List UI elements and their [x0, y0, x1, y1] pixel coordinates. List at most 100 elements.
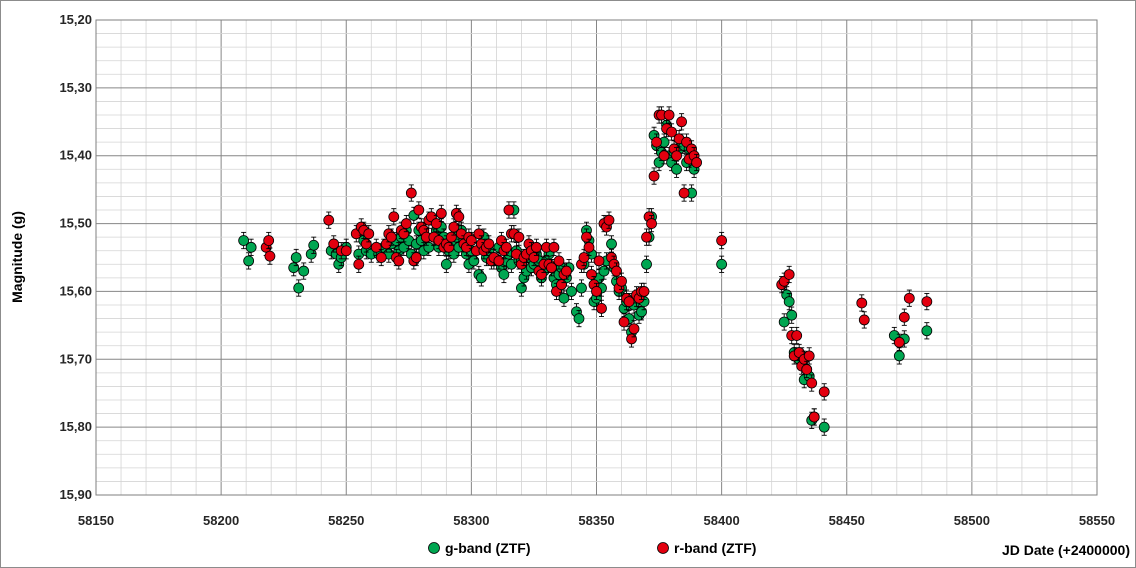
- y-tick-label: 15,30: [59, 80, 92, 95]
- data-point: [578, 252, 590, 263]
- data-point: [641, 231, 652, 243]
- data-point: [786, 309, 798, 321]
- data-point: [576, 282, 587, 294]
- legend-item-r-band: r-band (ZTF): [657, 540, 756, 556]
- legend-item-g-band: g-band (ZTF): [428, 540, 531, 556]
- data-point: [430, 218, 442, 229]
- data-point: [448, 221, 460, 233]
- data-point: [921, 325, 933, 337]
- data-point: [323, 214, 335, 226]
- data-point: [783, 296, 795, 308]
- data-point: [298, 265, 310, 277]
- data-point: [465, 235, 477, 246]
- data-point: [806, 377, 818, 389]
- x-tick-label: 58250: [328, 513, 364, 528]
- legend-label-g-band: g-band (ZTF): [445, 540, 531, 556]
- data-point: [238, 235, 250, 246]
- data-point: [716, 235, 728, 246]
- data-point: [581, 231, 592, 243]
- data-point: [803, 350, 815, 362]
- x-tick-label: 58400: [704, 513, 740, 528]
- y-tick-label: 15,80: [59, 419, 92, 434]
- data-point: [626, 333, 637, 345]
- legend-label-r-band: r-band (ZTF): [674, 540, 756, 556]
- data-point: [598, 265, 610, 277]
- data-point: [305, 248, 317, 260]
- data-point: [663, 109, 675, 121]
- y-tick-label: 15,20: [59, 12, 92, 27]
- data-point: [791, 330, 803, 341]
- data-point: [445, 231, 457, 243]
- x-tick-label: 58200: [203, 513, 239, 528]
- data-point: [636, 306, 647, 318]
- data-series: [238, 106, 933, 436]
- data-point: [801, 364, 813, 375]
- data-point: [921, 296, 933, 308]
- data-point: [778, 316, 790, 328]
- data-point: [596, 302, 607, 314]
- x-tick-label: 58550: [1079, 513, 1115, 528]
- legend-marker-r-band: [657, 542, 669, 554]
- y-tick-label: 15,70: [59, 351, 92, 366]
- x-tick-label: 58500: [954, 513, 990, 528]
- data-point: [475, 272, 487, 284]
- data-point: [435, 207, 447, 219]
- data-point: [528, 252, 540, 263]
- data-point: [385, 231, 397, 243]
- data-point: [453, 211, 465, 223]
- data-point: [606, 238, 617, 250]
- data-point: [400, 218, 412, 229]
- data-point: [628, 323, 640, 335]
- data-point: [586, 269, 597, 280]
- data-point: [691, 157, 702, 168]
- data-point: [398, 228, 410, 240]
- data-point: [858, 314, 870, 326]
- data-point: [898, 311, 910, 323]
- data-point: [591, 286, 602, 297]
- data-point: [263, 235, 275, 246]
- data-point: [556, 279, 567, 291]
- data-point: [443, 241, 455, 253]
- y-tick-label: 15,90: [59, 487, 92, 502]
- data-point: [651, 136, 662, 148]
- data-point: [818, 386, 830, 398]
- data-point: [638, 286, 650, 297]
- data-point: [893, 350, 905, 362]
- x-tick-label: 58350: [578, 513, 614, 528]
- data-point: [413, 204, 425, 216]
- data-point: [553, 255, 565, 267]
- data-point: [290, 252, 302, 263]
- legend-marker-g-band: [428, 542, 440, 554]
- data-point: [856, 297, 868, 309]
- data-point: [498, 269, 510, 280]
- y-tick-label: 15,50: [59, 216, 92, 231]
- data-point: [546, 262, 557, 274]
- data-point: [646, 218, 657, 229]
- data-point: [308, 239, 320, 251]
- data-point: [370, 241, 382, 253]
- data-point: [393, 255, 405, 267]
- data-point: [513, 231, 525, 243]
- data-point: [676, 116, 687, 128]
- data-point: [264, 250, 276, 262]
- legend: g-band (ZTF) r-band (ZTF): [428, 540, 756, 556]
- data-point: [666, 126, 677, 138]
- data-point: [536, 269, 547, 280]
- series-r-band: [260, 106, 933, 426]
- data-point: [360, 238, 372, 250]
- data-point: [893, 336, 905, 348]
- data-point: [405, 187, 417, 199]
- x-tick-label: 58150: [78, 513, 114, 528]
- data-point: [293, 282, 305, 294]
- x-axis-title: JD Date (+2400000): [1002, 542, 1130, 558]
- y-axis-tick-labels: 15,20 15,30 15,40 15,50 15,60 15,70 15,80 15,90: [59, 12, 92, 502]
- data-point: [671, 150, 682, 162]
- data-point: [783, 269, 795, 280]
- data-point: [658, 150, 670, 162]
- data-point: [611, 265, 622, 277]
- data-point: [808, 411, 820, 423]
- data-point: [328, 238, 340, 250]
- data-point: [558, 292, 570, 304]
- x-axis-tick-labels: 58150 58200 58250 58300 58350 58400 58450 58500…: [78, 513, 1115, 528]
- data-point: [243, 255, 255, 267]
